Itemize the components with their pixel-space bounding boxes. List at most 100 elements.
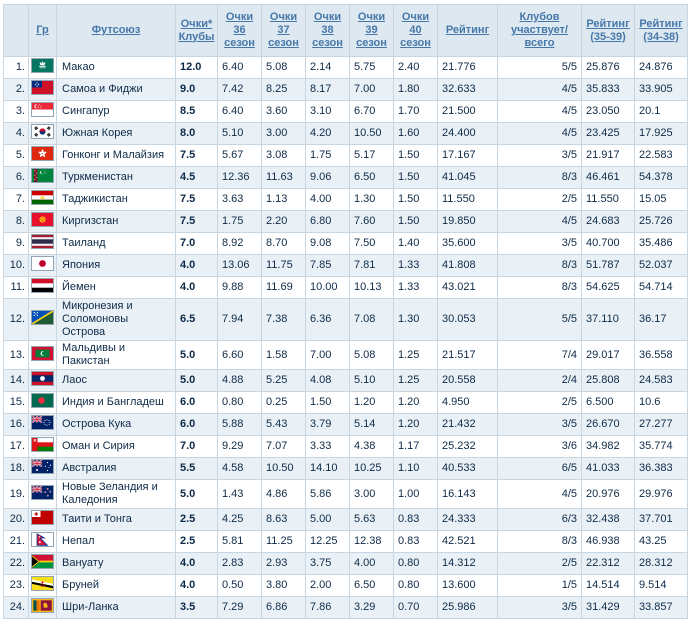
col-header-season-38: Очки 38 сезон xyxy=(305,4,350,57)
flag-sri-lanka-icon xyxy=(31,598,54,613)
table-row: 6. Туркменистан 4.5 12.36 11.63 9.06 6.50 1.50 4… xyxy=(3,166,688,189)
season-36-points-cell: 12.36 xyxy=(217,166,262,189)
season-36-points-cell: 13.06 xyxy=(217,254,262,277)
col-header-season-38-link[interactable]: Очки 38 сезон xyxy=(312,11,343,49)
rank-cell: 13. xyxy=(3,340,29,370)
season-37-points-cell: 10.50 xyxy=(261,457,306,480)
rank-cell: 10. xyxy=(3,254,29,277)
flag-cell xyxy=(28,298,57,341)
col-header-season-37: Очки 37 сезон xyxy=(261,4,306,57)
season-39-points-cell: 6.50 xyxy=(349,574,394,597)
season-38-points-cell: 5.86 xyxy=(305,479,350,509)
flag-cell xyxy=(28,552,57,575)
rating-34-38-cell: 52.037 xyxy=(634,254,688,277)
table-row: 11. Йемен 4.0 9.88 11.69 10.00 10.13 1.33 43.021… xyxy=(3,276,688,299)
season-37-points-cell: 7.07 xyxy=(261,435,306,458)
clubs-participating-cell: 2/5 xyxy=(497,391,582,414)
season-38-points-cell: 4.08 xyxy=(305,369,350,392)
table-row: 7. Таджикистан 7.5 3.63 1.13 4.00 1.30 1.50 11.5… xyxy=(3,188,688,211)
union-name-cell: Таджикистан xyxy=(56,188,176,211)
season-39-points-cell: 7.50 xyxy=(349,232,394,255)
rating-34-38-cell: 9.514 xyxy=(634,574,688,597)
season-37-points-cell: 3.00 xyxy=(261,122,306,145)
clubs-participating-cell: 4/5 xyxy=(497,100,582,123)
flag-nepal-icon xyxy=(31,532,54,547)
col-header-clubs-participating-link[interactable]: Клубов участвует/всего xyxy=(510,11,568,49)
union-name-cell: Новые Зеландия и Каледония xyxy=(56,479,176,509)
points-clubs-cell: 4.0 xyxy=(175,276,218,299)
col-header-rating-link[interactable]: Рейтинг xyxy=(445,24,490,36)
federations-rating-table: Гр Футсоюз Очки* Клубы Очки 36 сезон Очки 37… xyxy=(3,4,688,619)
table-row: 4. Южная Корея 8.0 5.10 3.00 4.20 10.50 1.60 24.… xyxy=(3,122,688,145)
col-header-season-36-link[interactable]: Очки 36 сезон xyxy=(224,11,255,49)
flag-cell xyxy=(28,100,57,123)
season-40-points-cell: 0.70 xyxy=(393,596,438,619)
rating-34-38-cell: 35.486 xyxy=(634,232,688,255)
flag-solomon-islands-icon xyxy=(31,310,54,325)
season-39-points-cell: 6.70 xyxy=(349,100,394,123)
points-clubs-cell: 4.5 xyxy=(175,166,218,189)
season-37-points-cell: 11.25 xyxy=(261,530,306,553)
col-header-group-link[interactable]: Гр xyxy=(36,24,49,36)
season-40-points-cell: 1.50 xyxy=(393,188,438,211)
rating-34-38-cell: 24.583 xyxy=(634,369,688,392)
rating-35-39-cell: 31.429 xyxy=(581,596,635,619)
clubs-participating-cell: 5/5 xyxy=(497,298,582,341)
col-header-rating: Рейтинг xyxy=(437,4,498,57)
season-39-points-cell: 5.10 xyxy=(349,369,394,392)
rating-34-38-cell: 54.714 xyxy=(634,276,688,299)
season-36-points-cell: 0.50 xyxy=(217,574,262,597)
season-39-points-cell: 5.14 xyxy=(349,413,394,436)
union-name-cell: Шри-Ланка xyxy=(56,596,176,619)
flag-new-zealand-icon xyxy=(31,484,54,500)
season-40-points-cell: 1.20 xyxy=(393,413,438,436)
col-header-points-clubs-link[interactable]: Очки* Клубы xyxy=(178,17,215,43)
union-name-cell: Таиланд xyxy=(56,232,176,255)
rating-34-38-cell: 36.17 xyxy=(634,298,688,341)
clubs-participating-cell: 4/5 xyxy=(497,479,582,509)
col-header-season-36: Очки 36 сезон xyxy=(217,4,262,57)
rating-35-39-cell: 34.982 xyxy=(581,435,635,458)
col-header-season-39-link[interactable]: Очки 39 сезон xyxy=(356,11,387,49)
rank-cell: 20. xyxy=(3,508,29,531)
season-40-points-cell: 2.40 xyxy=(393,56,438,79)
rating-35-39-cell: 25.808 xyxy=(581,369,635,392)
col-header-season-37-link[interactable]: Очки 37 сезон xyxy=(268,11,299,49)
col-header-season-40-link[interactable]: Очки 40 сезон xyxy=(400,11,431,49)
union-name-cell: Индия и Бангладеш xyxy=(56,391,176,414)
rank-cell: 18. xyxy=(3,457,29,480)
flag-kyrgyzstan-icon xyxy=(31,212,54,227)
rating-35-39-cell: 23.050 xyxy=(581,100,635,123)
season-37-points-cell: 8.25 xyxy=(261,78,306,101)
rating-cell: 25.232 xyxy=(437,435,498,458)
rank-cell: 9. xyxy=(3,232,29,255)
season-40-points-cell: 1.50 xyxy=(393,166,438,189)
col-header-union-link[interactable]: Футсоюз xyxy=(91,24,141,36)
season-37-points-cell: 3.60 xyxy=(261,100,306,123)
season-37-points-cell: 1.13 xyxy=(261,188,306,211)
season-38-points-cell: 8.17 xyxy=(305,78,350,101)
flag-hong-kong-icon xyxy=(31,146,54,161)
rank-cell: 2. xyxy=(3,78,29,101)
clubs-participating-cell: 4/5 xyxy=(497,78,582,101)
rating-35-39-cell: 23.425 xyxy=(581,122,635,145)
season-38-points-cell: 2.00 xyxy=(305,574,350,597)
col-header-rating-34-38-link[interactable]: Рейтинг (34-38) xyxy=(639,17,683,43)
points-clubs-cell: 8.0 xyxy=(175,122,218,145)
season-39-points-cell: 3.29 xyxy=(349,596,394,619)
season-36-points-cell: 7.94 xyxy=(217,298,262,341)
season-38-points-cell: 6.36 xyxy=(305,298,350,341)
union-name-cell: Микронезия и Соломоновы Острова xyxy=(56,298,176,341)
season-36-points-cell: 5.10 xyxy=(217,122,262,145)
season-40-points-cell: 1.80 xyxy=(393,78,438,101)
col-header-rating-35-39: Рейтинг (35-39) xyxy=(581,4,635,57)
season-36-points-cell: 4.25 xyxy=(217,508,262,531)
flag-maldives-icon xyxy=(31,345,54,361)
table-row: 17. Оман и Сирия 7.0 9.29 7.07 3.33 4.38 1.17 25… xyxy=(3,435,688,458)
rating-cell: 16.143 xyxy=(437,479,498,509)
season-39-points-cell: 1.20 xyxy=(349,391,394,414)
season-37-points-cell: 3.80 xyxy=(261,574,306,597)
flag-cell xyxy=(28,276,57,299)
season-39-points-cell: 5.17 xyxy=(349,144,394,167)
col-header-rating-35-39-link[interactable]: Рейтинг (35-39) xyxy=(586,17,630,43)
